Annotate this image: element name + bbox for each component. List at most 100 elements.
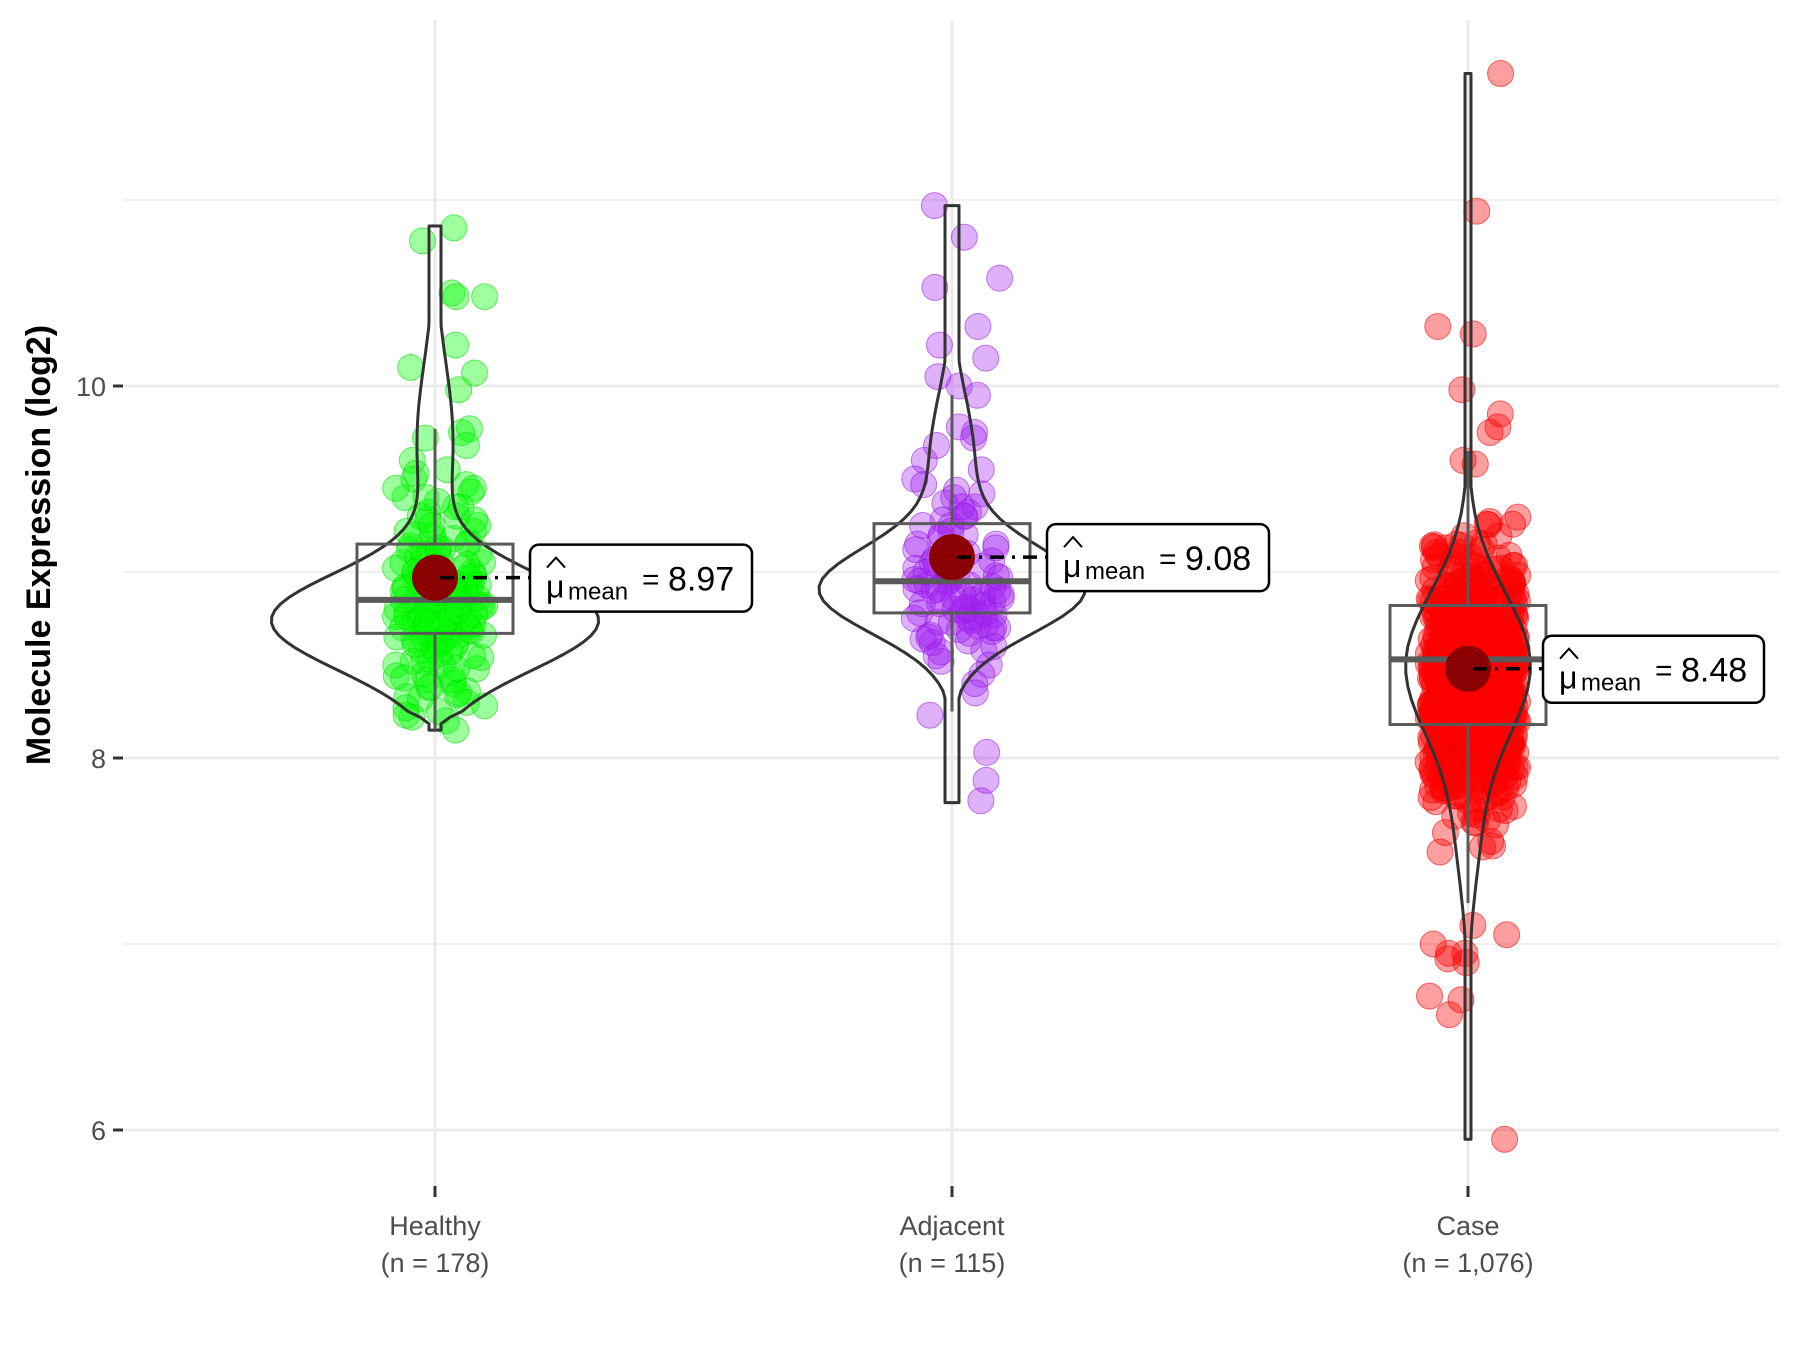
data-point: [908, 590, 936, 618]
mean-point: [929, 534, 975, 581]
hat-icon: [546, 556, 566, 569]
mean-value: 8.48: [1681, 652, 1747, 690]
data-point: [1499, 510, 1527, 538]
mean-value: 9.08: [1185, 540, 1251, 578]
x-tick-count: (n = 1,076): [1402, 1248, 1533, 1278]
data-point: [1434, 945, 1462, 973]
mean-symbol: μ: [1559, 660, 1577, 696]
data-point: [1424, 601, 1452, 629]
data-point: [1491, 1125, 1519, 1153]
hat-icon: [1559, 647, 1579, 660]
violin-healthy: [270, 224, 600, 732]
boxplot-adjacent: [872, 395, 1032, 712]
data-point: [1435, 1001, 1463, 1029]
equals-sign: =: [1655, 655, 1673, 688]
data-point: [470, 621, 498, 649]
data-point: [1469, 579, 1497, 607]
data-point: [964, 312, 992, 340]
mean-annotation-healthy: μ mean = 8.97: [412, 543, 754, 613]
data-point: [922, 642, 950, 670]
data-point: [442, 716, 470, 744]
data-point: [453, 677, 481, 705]
hat-icon: [1063, 535, 1083, 548]
data-point: [961, 679, 989, 707]
data-point: [460, 359, 488, 387]
data-point: [457, 478, 485, 506]
data-point: [972, 766, 1000, 794]
plot-area: μ mean = 8.97 μ mean = 9.08μ mean = 8.48: [270, 60, 1766, 1153]
data-point: [382, 651, 410, 679]
data-point: [925, 331, 953, 359]
data-point: [1420, 533, 1448, 561]
data-point: [1468, 726, 1496, 754]
data-point: [987, 584, 1015, 612]
data-point: [927, 638, 955, 666]
mean-point: [1445, 645, 1491, 692]
data-point: [950, 223, 978, 251]
data-point: [910, 446, 938, 474]
data-point: [411, 424, 439, 452]
data-point: [382, 474, 410, 502]
equals-sign: =: [1159, 543, 1177, 576]
mean-value: 8.97: [668, 561, 734, 599]
data-point: [461, 506, 489, 534]
data-point: [973, 738, 1001, 766]
mean-symbol: μ: [546, 569, 564, 605]
data-point: [927, 647, 955, 675]
data-point: [1448, 376, 1476, 404]
data-point: [467, 644, 495, 672]
data-point: [1497, 673, 1525, 701]
data-point: [1477, 827, 1505, 855]
data-point: [442, 331, 470, 359]
data-point: [1476, 507, 1504, 535]
data-point: [1463, 197, 1491, 225]
iqr-box: [872, 522, 1032, 615]
data-point: [1493, 921, 1521, 949]
data-point: [443, 655, 471, 683]
data-point: [471, 283, 499, 311]
mean-label-box: [528, 543, 754, 613]
x-tick-label: Healthy: [389, 1211, 481, 1241]
data-point: [452, 688, 480, 716]
data-point: [459, 474, 487, 502]
y-tick-label: 6: [91, 1116, 106, 1146]
x-tick-count: (n = 115): [899, 1248, 1006, 1278]
data-point: [1447, 986, 1475, 1014]
data-point: [954, 627, 982, 655]
x-tick-label: Adjacent: [899, 1211, 1005, 1241]
data-point: [1484, 413, 1512, 441]
data-point: [423, 487, 451, 515]
data-point: [1464, 606, 1492, 634]
data-point: [1424, 312, 1452, 340]
data-point: [1419, 776, 1447, 804]
x-tick-label: Case: [1436, 1211, 1499, 1241]
data-point: [416, 645, 444, 673]
data-point: [442, 283, 470, 311]
data-point: [1499, 793, 1527, 821]
data-point: [413, 608, 441, 636]
data-point: [980, 614, 1008, 642]
y-tick-label: 8: [91, 744, 106, 774]
iqr-box: [355, 542, 515, 635]
data-point: [445, 679, 473, 707]
data-point: [412, 484, 440, 512]
data-point: [967, 787, 995, 815]
data-point: [901, 465, 929, 493]
data-point: [438, 279, 466, 307]
x-tick-count: (n = 178): [381, 1248, 490, 1278]
data-point: [982, 534, 1010, 562]
x-axis: Healthy (n = 178) Adjacent (n = 115) Case (n …: [381, 1186, 1534, 1278]
data-point: [968, 660, 996, 688]
mean-label-box: [1045, 522, 1271, 593]
y-axis: 6 8 10: [76, 372, 123, 1146]
data-point: [1459, 320, 1487, 348]
data-point: [445, 376, 473, 404]
data-point: [455, 616, 483, 644]
data-point: [1419, 930, 1447, 958]
data-point: [455, 415, 483, 443]
violin-case: [1404, 72, 1532, 1141]
mean-subscript: mean: [1085, 558, 1145, 585]
data-point: [1504, 503, 1532, 531]
mean-label-box: [1541, 634, 1766, 704]
